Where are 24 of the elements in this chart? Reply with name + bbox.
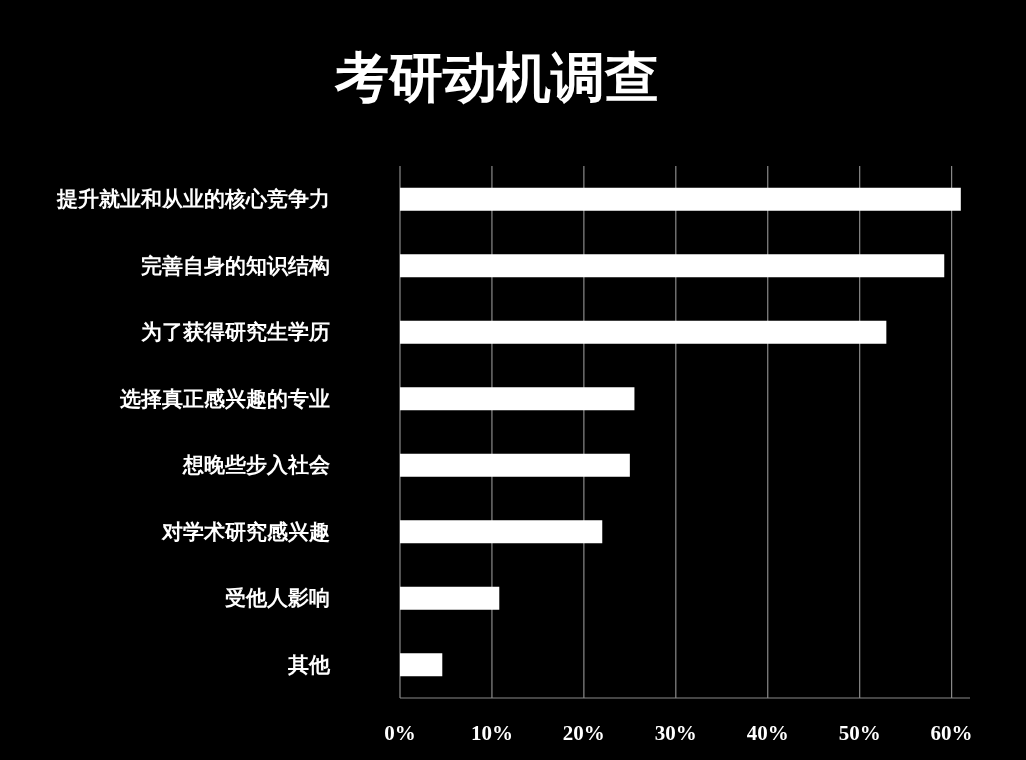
bar xyxy=(400,586,500,610)
bar xyxy=(400,387,635,411)
y-tick-label: 其他 xyxy=(287,652,331,677)
y-tick-label: 对学术研究感兴趣 xyxy=(161,519,330,544)
bar xyxy=(400,653,443,677)
bar xyxy=(400,520,603,544)
x-tick-label: 10% xyxy=(470,721,513,745)
bar xyxy=(400,320,887,344)
y-tick-label: 想晚些步入社会 xyxy=(182,453,331,478)
x-tick-label: 0% xyxy=(384,721,416,745)
y-tick-label: 选择真正感兴趣的专业 xyxy=(119,386,330,411)
bar xyxy=(400,254,945,278)
y-tick-label: 受他人影响 xyxy=(225,586,330,611)
bar xyxy=(400,453,630,477)
y-tick-label: 为了获得研究生学历 xyxy=(141,320,330,345)
x-tick-label: 20% xyxy=(562,721,605,745)
y-tick-label: 完善自身的知识结构 xyxy=(141,253,330,278)
x-tick-label: 60% xyxy=(930,721,973,745)
bar xyxy=(400,187,961,211)
x-tick-label: 40% xyxy=(746,721,789,745)
x-tick-label: 30% xyxy=(654,721,697,745)
x-tick-label: 50% xyxy=(838,721,881,745)
chart-title: 考研动机调查 xyxy=(334,48,659,108)
y-tick-label: 提升就业和从业的核心竞争力 xyxy=(56,187,330,212)
